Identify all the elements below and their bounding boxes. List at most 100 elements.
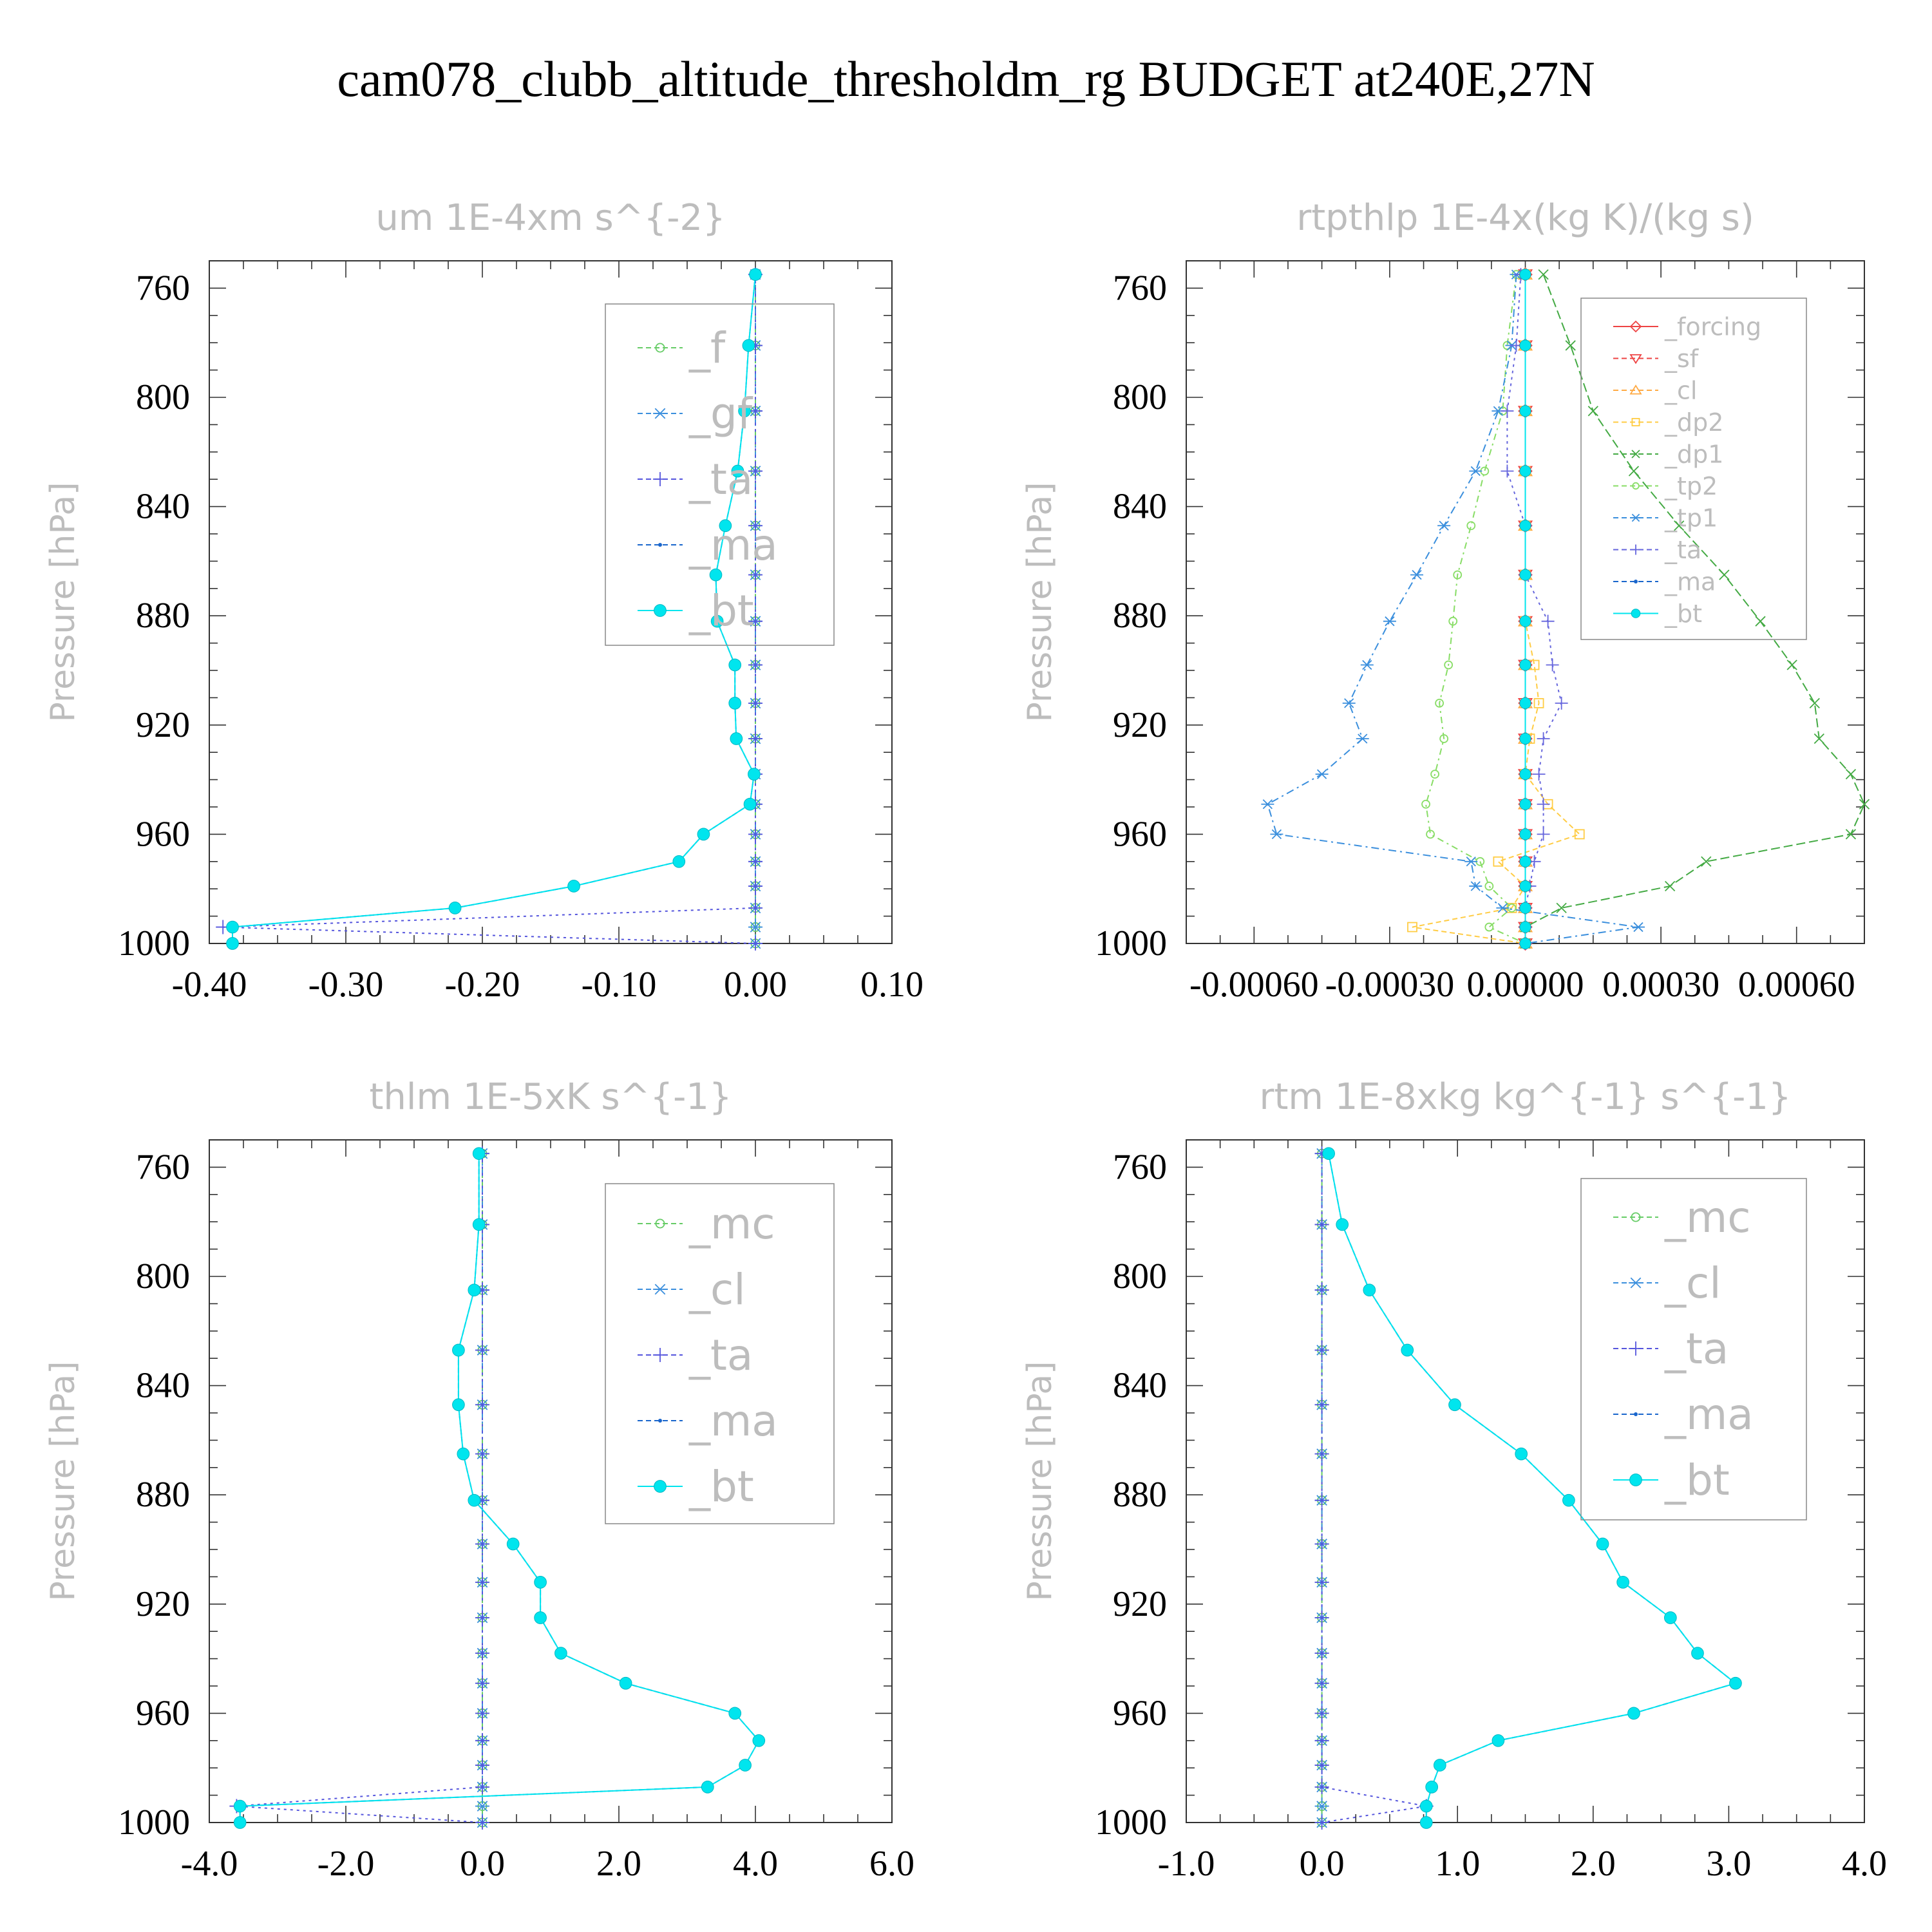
- data-point: [1519, 269, 1531, 281]
- legend-marker: [1629, 1473, 1642, 1486]
- chart-panel-2: rtpthlp 1E-4x(kg K)/(kg s) Pressure [hPa]…: [1021, 197, 1870, 1005]
- legend-marker: [1634, 580, 1638, 583]
- data-point: [748, 696, 762, 710]
- x-tick-label: 3.0: [1706, 1844, 1751, 1884]
- data-point: [738, 404, 751, 418]
- legend-label: _ta: [688, 455, 753, 504]
- y-tick-label: 1000: [1095, 923, 1167, 963]
- y-tick-label: 880: [1113, 1475, 1167, 1515]
- data-point: [475, 1446, 489, 1461]
- x-tick-label: 4.0: [1842, 1844, 1887, 1884]
- legend-label: _dp1: [1664, 440, 1723, 468]
- legend-label: _ma: [1664, 1390, 1754, 1439]
- legend-marker: [1631, 544, 1641, 555]
- data-point: [1501, 404, 1514, 418]
- x-tick-label: 0.0: [1300, 1844, 1345, 1884]
- data-point: [1519, 733, 1531, 744]
- data-point: [748, 732, 762, 746]
- data-point: [743, 797, 757, 811]
- data-point: [1845, 829, 1857, 840]
- data-point: [1519, 465, 1531, 477]
- data-point: [468, 1493, 481, 1507]
- plot-frame: [209, 1139, 893, 1823]
- legend-marker: [653, 1283, 667, 1295]
- data-point: [728, 697, 742, 710]
- series-line: [1412, 274, 1581, 944]
- data-point: [1433, 1759, 1446, 1772]
- data-point: [506, 1537, 520, 1551]
- data-point: [1469, 881, 1482, 891]
- legend-marker: [1629, 354, 1642, 365]
- data-point: [1632, 922, 1645, 933]
- data-point: [739, 1759, 752, 1772]
- data-point: [475, 1733, 489, 1748]
- data-point: [748, 922, 762, 933]
- y-tick-label: 760: [136, 268, 190, 308]
- data-point: [672, 855, 686, 868]
- legend-marker: [1629, 384, 1642, 395]
- legend-marker: [653, 472, 667, 486]
- data-point: [1425, 1781, 1439, 1794]
- y-axis-label: Pressure [hPa]: [44, 482, 82, 723]
- legend-label: _bt: [688, 1462, 754, 1511]
- y-tick-label: 920: [136, 1584, 190, 1624]
- y-tick-label: 960: [1113, 814, 1167, 854]
- legend-label: _gf: [688, 389, 753, 439]
- legend-label: _sf: [1664, 345, 1700, 373]
- plot-frame: [209, 260, 893, 944]
- y-axis-label: Pressure [hPa]: [1021, 1361, 1059, 1602]
- legend-box: [1580, 1178, 1807, 1520]
- legend-label: _tp2: [1664, 472, 1718, 500]
- data-point: [1519, 798, 1531, 810]
- data-point: [1519, 921, 1531, 933]
- series-bt: [1322, 1147, 1742, 1829]
- x-tick-label: 0.00000: [1467, 965, 1584, 1005]
- data-point: [1314, 1446, 1329, 1461]
- data-point: [1519, 697, 1531, 709]
- data-point: [728, 1707, 742, 1720]
- series-line: [1267, 274, 1639, 944]
- data-point: [1314, 1343, 1329, 1358]
- y-tick-label: 840: [1113, 487, 1167, 527]
- legend-marker: [1631, 450, 1640, 459]
- series-line: [223, 274, 756, 944]
- legend-marker: [653, 1348, 667, 1362]
- data-point: [452, 1398, 465, 1412]
- data-point: [1501, 464, 1514, 478]
- data-point: [1628, 466, 1640, 477]
- data-point: [233, 1799, 247, 1813]
- data-point: [1419, 1799, 1433, 1813]
- data-point: [742, 339, 755, 352]
- data-point: [1314, 1397, 1329, 1412]
- legend: _mc _cl _ta _ma _bt: [605, 1183, 835, 1524]
- data-point: [1314, 1575, 1329, 1589]
- legend-label: _ta: [1664, 1324, 1728, 1374]
- data-point: [1314, 1815, 1329, 1830]
- data-point: [619, 1676, 632, 1690]
- data-point: [1314, 1646, 1329, 1661]
- y-tick-label: 1000: [118, 923, 190, 963]
- x-tick-label: -0.30: [308, 965, 384, 1005]
- legend-marker: [1632, 482, 1640, 490]
- legend-label: _cl: [688, 1265, 746, 1314]
- data-point: [1616, 1576, 1629, 1589]
- data-point: [1314, 1217, 1329, 1232]
- data-point: [1519, 938, 1531, 949]
- legend-marker: [658, 1419, 662, 1423]
- data-point: [1519, 902, 1531, 914]
- y-tick-label: 920: [136, 705, 190, 745]
- series-tp1: [1261, 269, 1645, 949]
- data-point: [534, 1611, 547, 1624]
- data-point: [554, 1647, 567, 1660]
- data-point: [1484, 882, 1494, 891]
- legend-label: _bt: [1664, 1455, 1730, 1505]
- data-point: [452, 1343, 465, 1357]
- data-point: [1537, 828, 1550, 841]
- y-tick-label: 960: [136, 1693, 190, 1733]
- y-tick-label: 880: [136, 596, 190, 636]
- data-point: [475, 1801, 489, 1812]
- y-tick-label: 840: [1113, 1366, 1167, 1406]
- panel-title: rtm 1E-8xkg kg^{-1} s^{-1}: [1259, 1076, 1791, 1118]
- legend-marker: [655, 343, 665, 353]
- panel-title: um 1E-4xm s^{-2}: [375, 197, 725, 239]
